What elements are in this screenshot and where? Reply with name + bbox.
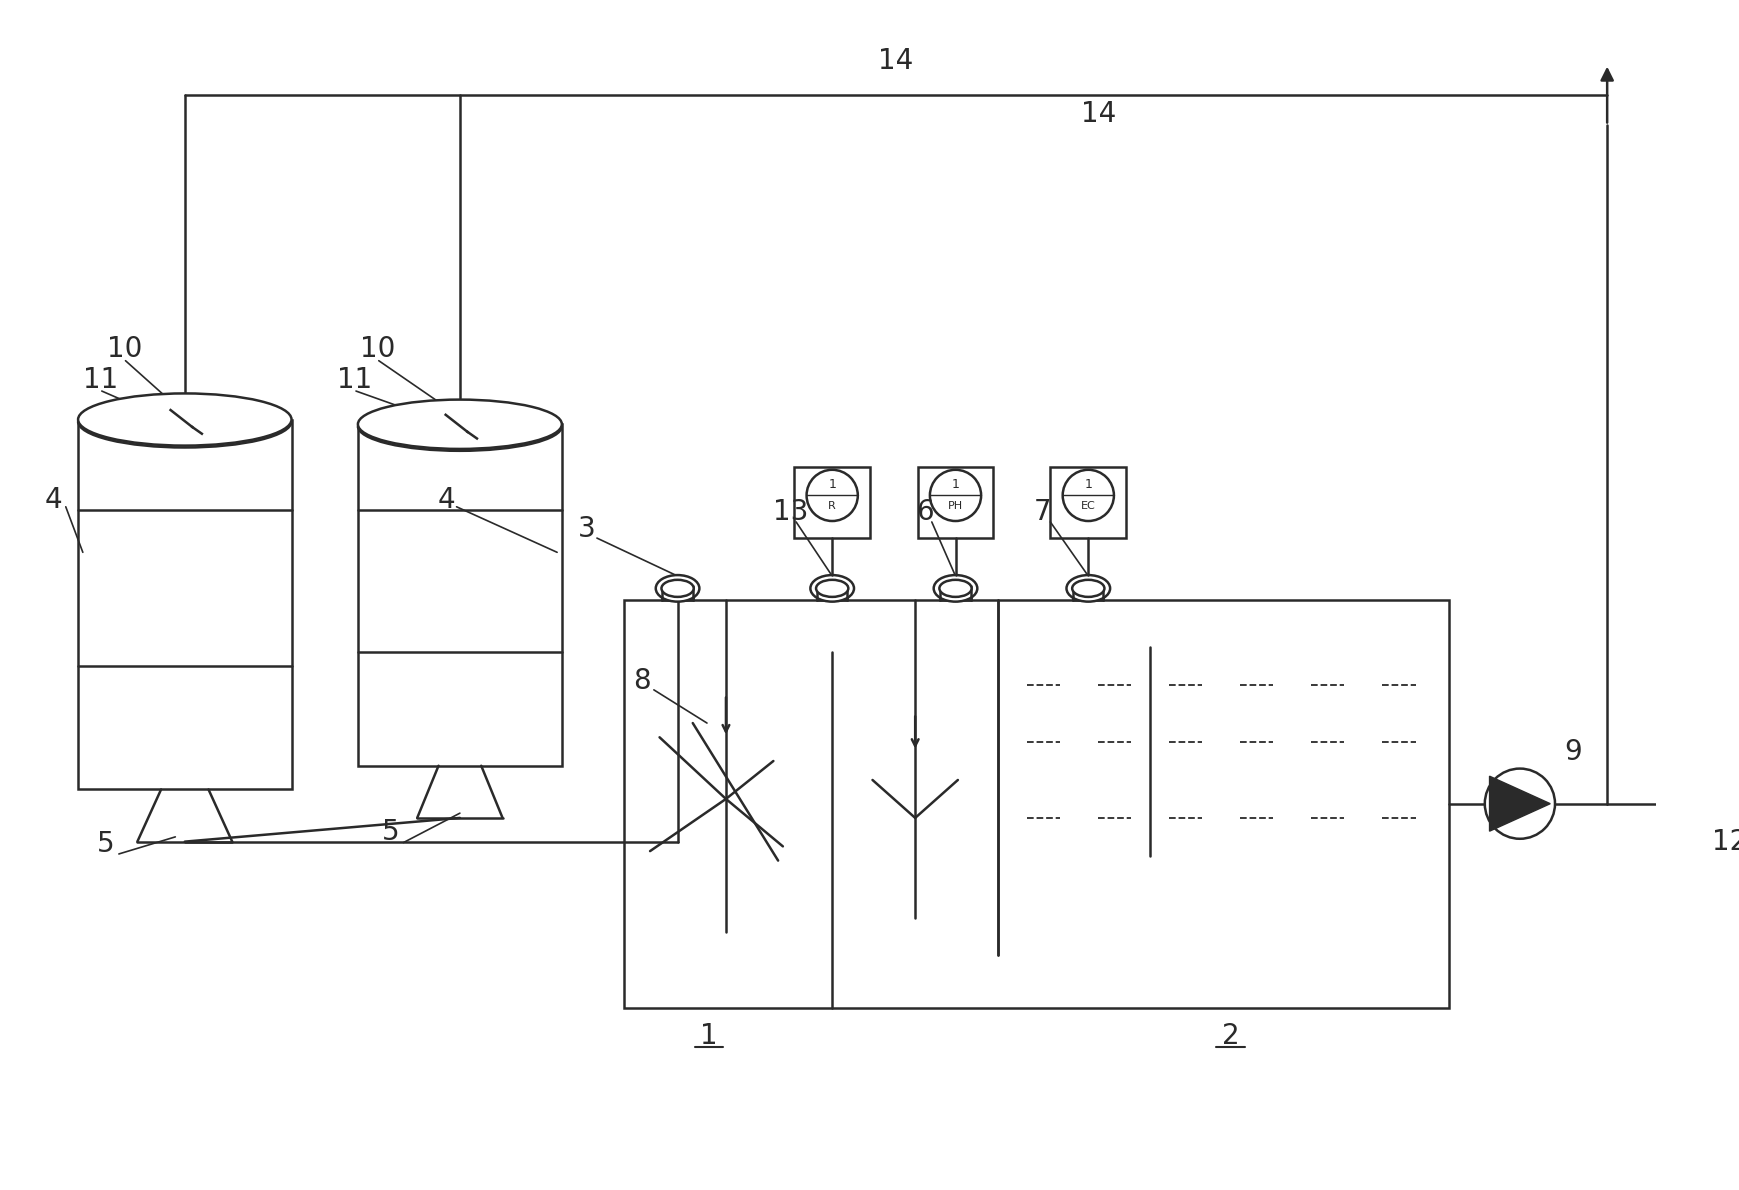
Text: 1: 1	[701, 1022, 718, 1050]
Ellipse shape	[1066, 575, 1109, 602]
Text: 12: 12	[1711, 828, 1739, 856]
Bar	[663, 588, 692, 600]
Ellipse shape	[934, 575, 977, 602]
Text: 11: 11	[83, 365, 118, 394]
Bar	[941, 588, 970, 600]
Text: 14: 14	[1080, 100, 1116, 129]
Text: PH: PH	[948, 501, 963, 511]
Ellipse shape	[656, 575, 699, 602]
Text: R: R	[828, 501, 836, 511]
Text: 13: 13	[774, 497, 809, 526]
Ellipse shape	[1073, 580, 1104, 597]
Bar	[1073, 588, 1104, 600]
Ellipse shape	[358, 400, 562, 449]
Ellipse shape	[939, 580, 972, 597]
Bar	[918, 466, 993, 538]
Text: 7: 7	[1033, 497, 1050, 526]
Text: 6: 6	[916, 497, 934, 526]
Text: 4: 4	[45, 487, 63, 514]
Text: 1: 1	[1085, 478, 1092, 491]
Text: 8: 8	[633, 666, 650, 695]
Text: 10: 10	[106, 334, 143, 363]
Text: 4: 4	[438, 487, 456, 514]
Bar	[78, 420, 292, 789]
Text: EC: EC	[1082, 501, 1096, 511]
Ellipse shape	[661, 580, 694, 597]
Text: 9: 9	[1565, 738, 1582, 765]
Ellipse shape	[78, 394, 292, 445]
Text: 5: 5	[97, 829, 115, 858]
Bar	[358, 425, 562, 765]
Text: 5: 5	[381, 819, 400, 846]
Text: 10: 10	[360, 334, 395, 363]
Text: 11: 11	[337, 365, 372, 394]
Bar	[795, 466, 870, 538]
Text: 14: 14	[878, 46, 913, 75]
Polygon shape	[1490, 776, 1549, 831]
Ellipse shape	[810, 575, 854, 602]
Circle shape	[1485, 769, 1555, 839]
Text: 1: 1	[828, 478, 836, 491]
Text: 3: 3	[577, 515, 596, 543]
Text: 1: 1	[951, 478, 960, 491]
Bar	[1050, 466, 1127, 538]
Ellipse shape	[816, 580, 849, 597]
Bar	[817, 588, 847, 600]
Text: 2: 2	[1223, 1022, 1240, 1050]
Bar	[624, 600, 1449, 1008]
